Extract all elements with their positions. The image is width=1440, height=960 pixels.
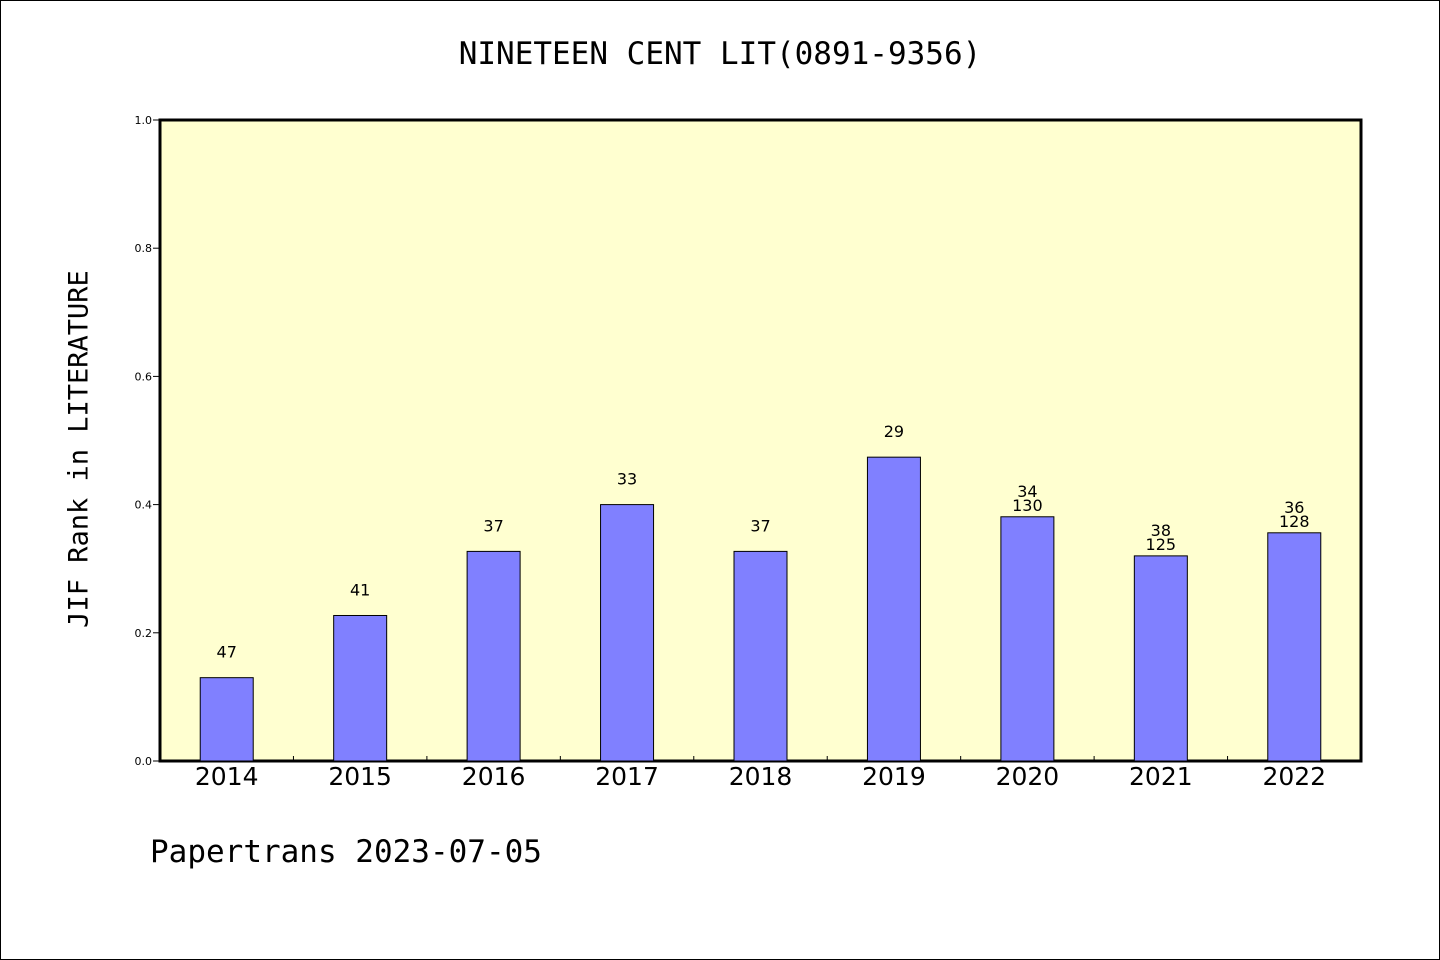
chart-title: NINETEEN CENT LIT(0891-9356) (458, 36, 982, 72)
data-label-rank: 38 (1151, 521, 1171, 540)
data-label-rank: 36 (1284, 498, 1304, 517)
y-axis-label: JIF Rank in LITERATURE (63, 270, 95, 628)
data-label-total: 130 (1012, 496, 1043, 515)
data-label: 37 (483, 516, 503, 535)
bar-2021 (1133, 555, 1188, 762)
x-tick-label: 2022 (1262, 762, 1326, 791)
x-tick-label: 2015 (328, 762, 392, 791)
bar-2019 (866, 456, 921, 762)
data-label: 33 (617, 470, 637, 489)
y-tick-label: 0.6 (135, 370, 153, 383)
data-label: 41 (350, 580, 370, 599)
data-label-total: 125 (1146, 535, 1177, 554)
y-tick-label: 0.2 (135, 627, 153, 640)
x-tick-label: 2018 (729, 762, 793, 791)
data-label: 29 (884, 422, 904, 441)
x-tick-label: 2017 (595, 762, 659, 791)
bar-2018 (733, 550, 788, 762)
bar-2022 (1267, 532, 1322, 762)
x-tick-label: 2016 (462, 762, 526, 791)
bar-2017 (600, 504, 655, 762)
y-axis: 0.0 0.2 0.4 0.6 0.8 1.0 (135, 114, 160, 768)
x-tick-label: 2020 (996, 762, 1060, 791)
bar-2015 (333, 614, 388, 762)
bar-2020 (1000, 516, 1055, 762)
bar-2016 (466, 550, 521, 762)
x-tick-label: 2014 (195, 762, 259, 791)
x-tick-label: 2021 (1129, 762, 1193, 791)
y-tick-label: 0.4 (135, 499, 153, 512)
y-tick-label: 0.0 (135, 755, 153, 768)
footer-credit: Papertrans 2023-07-05 (150, 834, 542, 870)
x-tick-label: 2019 (862, 762, 926, 791)
y-tick-label: 0.8 (135, 242, 153, 255)
data-label-total: 128 (1279, 512, 1310, 531)
data-label: 37 (750, 516, 770, 535)
bar-2014 (199, 677, 254, 762)
y-tick-label: 1.0 (135, 114, 153, 127)
data-label: 47 (217, 643, 237, 662)
data-label-rank: 34 (1017, 482, 1037, 501)
